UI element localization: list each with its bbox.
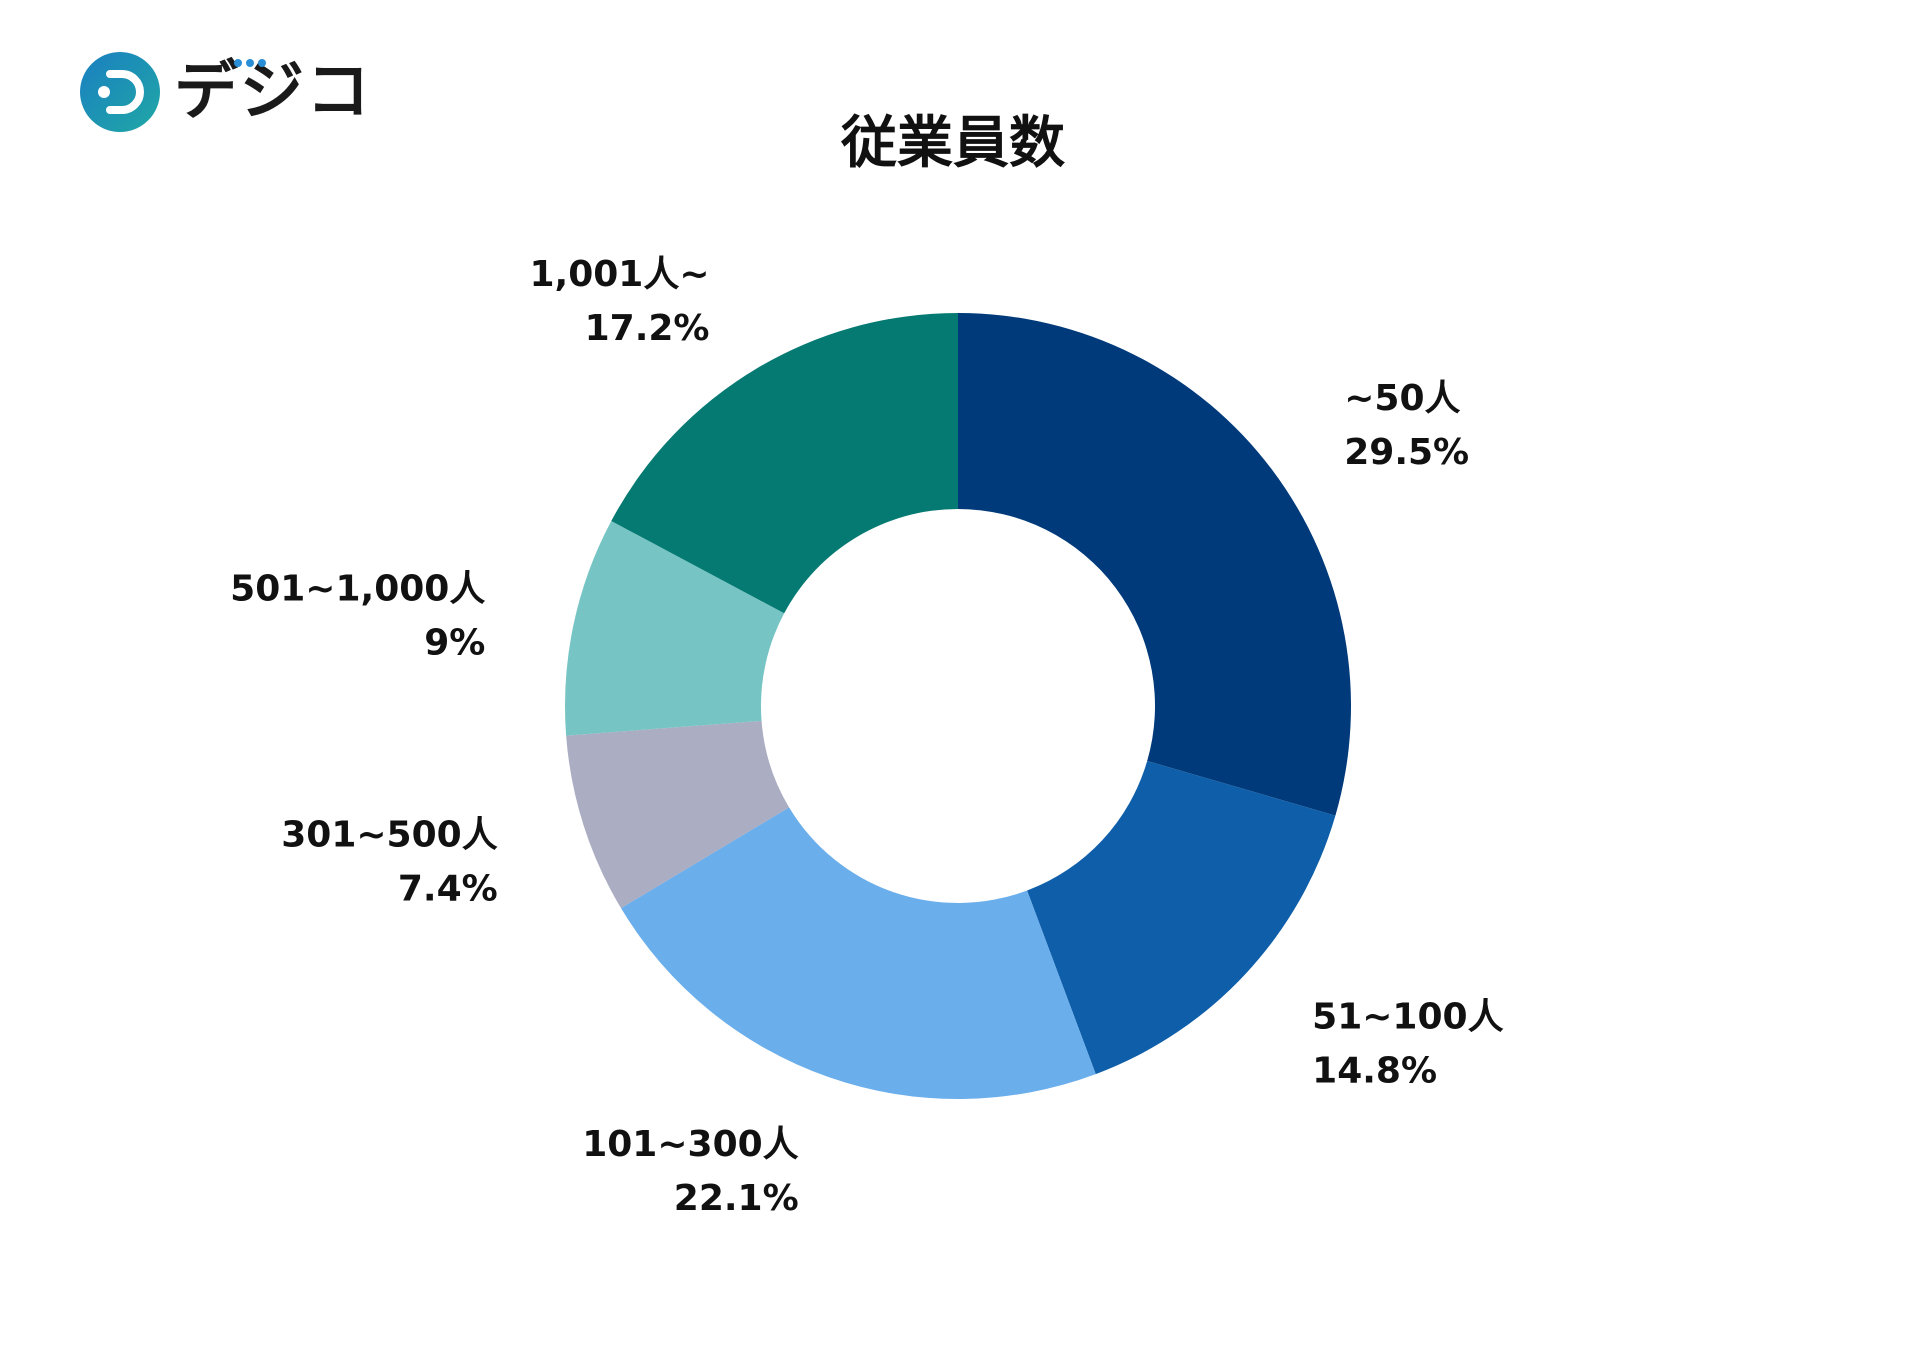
slice-value-label: 29.5%	[1344, 432, 1469, 473]
logo-text: デジコ	[174, 55, 372, 129]
slice-value-label: 14.8%	[1312, 1050, 1437, 1091]
chart-labels: ~50人 29.5% 51~100人 14.8% 101~300人 22.1% 301~50…	[230, 254, 1503, 1219]
slice-value-label: 7.4%	[398, 868, 498, 909]
slice-value-label: 9%	[424, 623, 485, 664]
logo-dots-icon	[234, 59, 266, 67]
chart-slices	[565, 313, 1351, 1099]
chart-title: 従業員数	[841, 111, 1065, 176]
slice-category-label: 301~500人	[281, 814, 497, 855]
slice-category-label: 501~1,000人	[230, 569, 485, 610]
slice-category-label: 51~100人	[1312, 996, 1503, 1037]
slice-category-label: 1,001人~	[529, 254, 709, 295]
slice-category-label: ~50人	[1344, 378, 1460, 419]
logo-d-icon	[80, 52, 160, 132]
logo-wordmark: デジコ	[174, 52, 372, 132]
brand-logo: デジコ	[80, 52, 372, 132]
donut-slice-1-001	[611, 313, 958, 614]
donut-slice-501-1-000	[565, 521, 785, 736]
slice-category-label: 101~300人	[582, 1124, 798, 1165]
donut-slice-50	[958, 313, 1351, 816]
donut-slice-301-500	[566, 720, 790, 909]
donut-slice-51-100	[1027, 760, 1336, 1075]
slice-value-label: 17.2%	[585, 308, 710, 349]
donut-slice-101-300	[620, 807, 1096, 1099]
slice-value-label: 22.1%	[674, 1178, 799, 1219]
